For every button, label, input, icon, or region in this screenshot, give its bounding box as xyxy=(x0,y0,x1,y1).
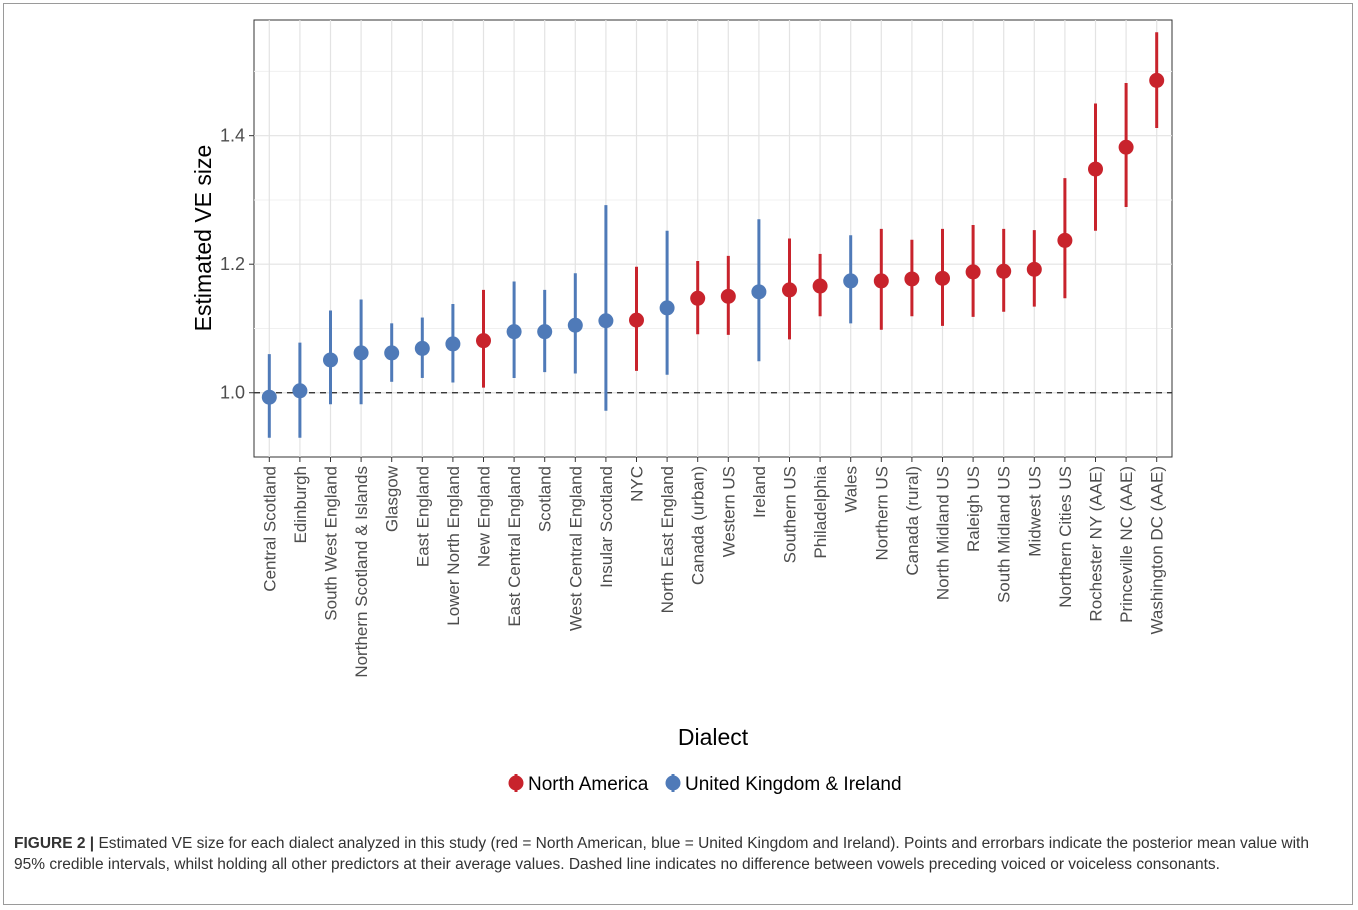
point xyxy=(1088,161,1103,177)
x-tick-label: Central Scotland xyxy=(260,466,279,592)
x-tick-label: Canada (rural) xyxy=(903,466,922,576)
legend-key-point xyxy=(508,775,524,791)
points xyxy=(261,72,1165,405)
point xyxy=(751,284,767,300)
x-tick-label: Lower North England xyxy=(444,466,463,626)
x-tick-label: South Midland US xyxy=(995,466,1014,603)
x-tick-label: Midwest US xyxy=(1025,466,1044,557)
legend-label: United Kingdom & Ireland xyxy=(685,774,902,795)
point xyxy=(567,317,583,333)
point xyxy=(935,270,950,286)
point xyxy=(384,345,400,361)
x-axis-ticks: Central Scotland Edinburgh South West Engl… xyxy=(260,457,1167,678)
x-tick-label: North Midland US xyxy=(934,466,953,600)
point xyxy=(414,340,430,356)
point xyxy=(506,324,522,340)
x-tick-label: New England xyxy=(475,466,494,567)
x-tick-label: Northern US xyxy=(872,466,891,560)
minor-gridlines xyxy=(254,70,1172,329)
point xyxy=(996,263,1012,279)
point xyxy=(1026,261,1042,277)
x-tick-label: Southern US xyxy=(781,466,800,563)
point xyxy=(782,282,797,298)
x-tick-label: Northern Scotland & Islands xyxy=(352,466,371,678)
point xyxy=(537,324,553,340)
x-tick-label: NYC xyxy=(628,466,647,502)
point xyxy=(720,288,736,304)
x-tick-label: Rochester NY (AAE) xyxy=(1087,466,1106,622)
dialect-ve-chart: 1.0 1.2 1.4 Central Scotland Edinburgh South… xyxy=(190,19,1173,795)
point xyxy=(1149,72,1165,88)
caption-label: FIGURE 2 | xyxy=(14,835,95,852)
point xyxy=(445,336,461,352)
x-tick-label: West Central England xyxy=(566,466,585,631)
point xyxy=(904,271,920,287)
point xyxy=(1057,232,1073,248)
point xyxy=(659,300,675,316)
y-tick-label: 1.0 xyxy=(220,383,245,403)
point xyxy=(690,290,706,306)
x-tick-label: Canada (urban) xyxy=(689,466,708,585)
figure-caption: FIGURE 2 | Estimated VE size for each di… xyxy=(14,833,1334,875)
y-tick-label: 1.2 xyxy=(220,254,245,274)
x-tick-label: Philadelphia xyxy=(811,465,830,558)
x-tick-label: North East England xyxy=(658,466,677,613)
point xyxy=(843,273,859,289)
x-tick-label: Ireland xyxy=(750,466,769,518)
y-axis-ticks: 1.0 1.2 1.4 xyxy=(220,126,254,403)
point xyxy=(353,345,369,361)
legend: North America United Kingdom & Ireland xyxy=(508,774,902,795)
x-tick-label: Princeville NC (AAE) xyxy=(1117,466,1136,623)
x-tick-label: East Central England xyxy=(505,466,524,627)
point xyxy=(873,273,889,289)
point xyxy=(629,312,644,328)
x-tick-label: Wales xyxy=(842,466,861,513)
point xyxy=(476,333,491,349)
legend-key-point xyxy=(665,775,681,791)
x-axis-title: Dialect xyxy=(678,724,749,750)
x-tick-label: East England xyxy=(413,466,432,567)
caption-text: Estimated VE size for each dialect analy… xyxy=(14,835,1309,873)
figure-frame xyxy=(3,3,1353,905)
x-tick-label: Scotland xyxy=(536,466,555,532)
point xyxy=(261,389,277,405)
plot-panel xyxy=(253,19,1173,458)
x-tick-label: Insular Scotland xyxy=(597,466,616,588)
point xyxy=(812,278,828,294)
x-tick-label: Washington DC (AAE) xyxy=(1148,466,1167,634)
x-tick-label: Edinburgh xyxy=(291,466,310,544)
y-tick-label: 1.4 xyxy=(220,126,245,146)
point xyxy=(965,264,981,280)
x-tick-label: Raleigh US xyxy=(964,466,983,552)
x-tick-label: Western US xyxy=(719,466,738,557)
x-tick-label: Glasgow xyxy=(383,465,402,532)
point xyxy=(1118,139,1134,155)
point xyxy=(598,313,614,329)
point xyxy=(292,383,308,399)
x-tick-label: Northern Cities US xyxy=(1056,466,1075,608)
x-tick-label: South West England xyxy=(322,466,341,621)
point xyxy=(323,352,338,368)
legend-label: North America xyxy=(528,774,649,795)
y-axis-title: Estimated VE size xyxy=(190,145,216,332)
